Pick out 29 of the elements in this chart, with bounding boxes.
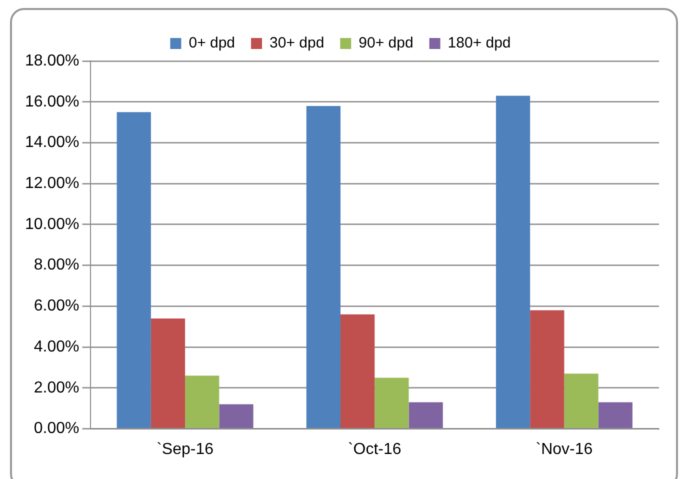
y-tick-label: 4.00%	[34, 338, 80, 356]
legend-label: 0+ dpd	[188, 34, 236, 52]
x-tick-label: `Nov-16	[536, 440, 593, 458]
bar	[564, 374, 598, 428]
y-tick-label: 10.00%	[25, 216, 80, 233]
legend-label: 30+ dpd	[270, 34, 324, 52]
legend-label: 180+ dpd	[448, 34, 511, 52]
y-tick-label: 8.00%	[34, 256, 80, 274]
bar	[306, 106, 341, 428]
bar	[374, 378, 409, 428]
bar	[598, 402, 632, 428]
y-tick-label: 2.00%	[34, 379, 80, 396]
bar	[496, 96, 530, 428]
y-tick-label: 18.00%	[25, 52, 80, 70]
x-tick-label: `Sep-16	[156, 440, 214, 458]
bar	[530, 310, 564, 428]
y-tick-label: 6.00%	[34, 298, 80, 315]
x-tick-label: `Oct-16	[348, 440, 402, 458]
bar	[408, 402, 443, 428]
y-tick-label: 14.00%	[25, 134, 80, 152]
y-tick-label: 12.00%	[25, 175, 80, 192]
bar	[116, 112, 151, 428]
bar	[219, 404, 254, 428]
bar	[150, 318, 186, 428]
bar	[185, 376, 220, 428]
y-tick-label: 16.00%	[25, 93, 80, 110]
y-tick-label: 0.00%	[34, 420, 80, 438]
legend-label: 90+ dpd	[358, 34, 414, 52]
bar	[340, 314, 375, 428]
